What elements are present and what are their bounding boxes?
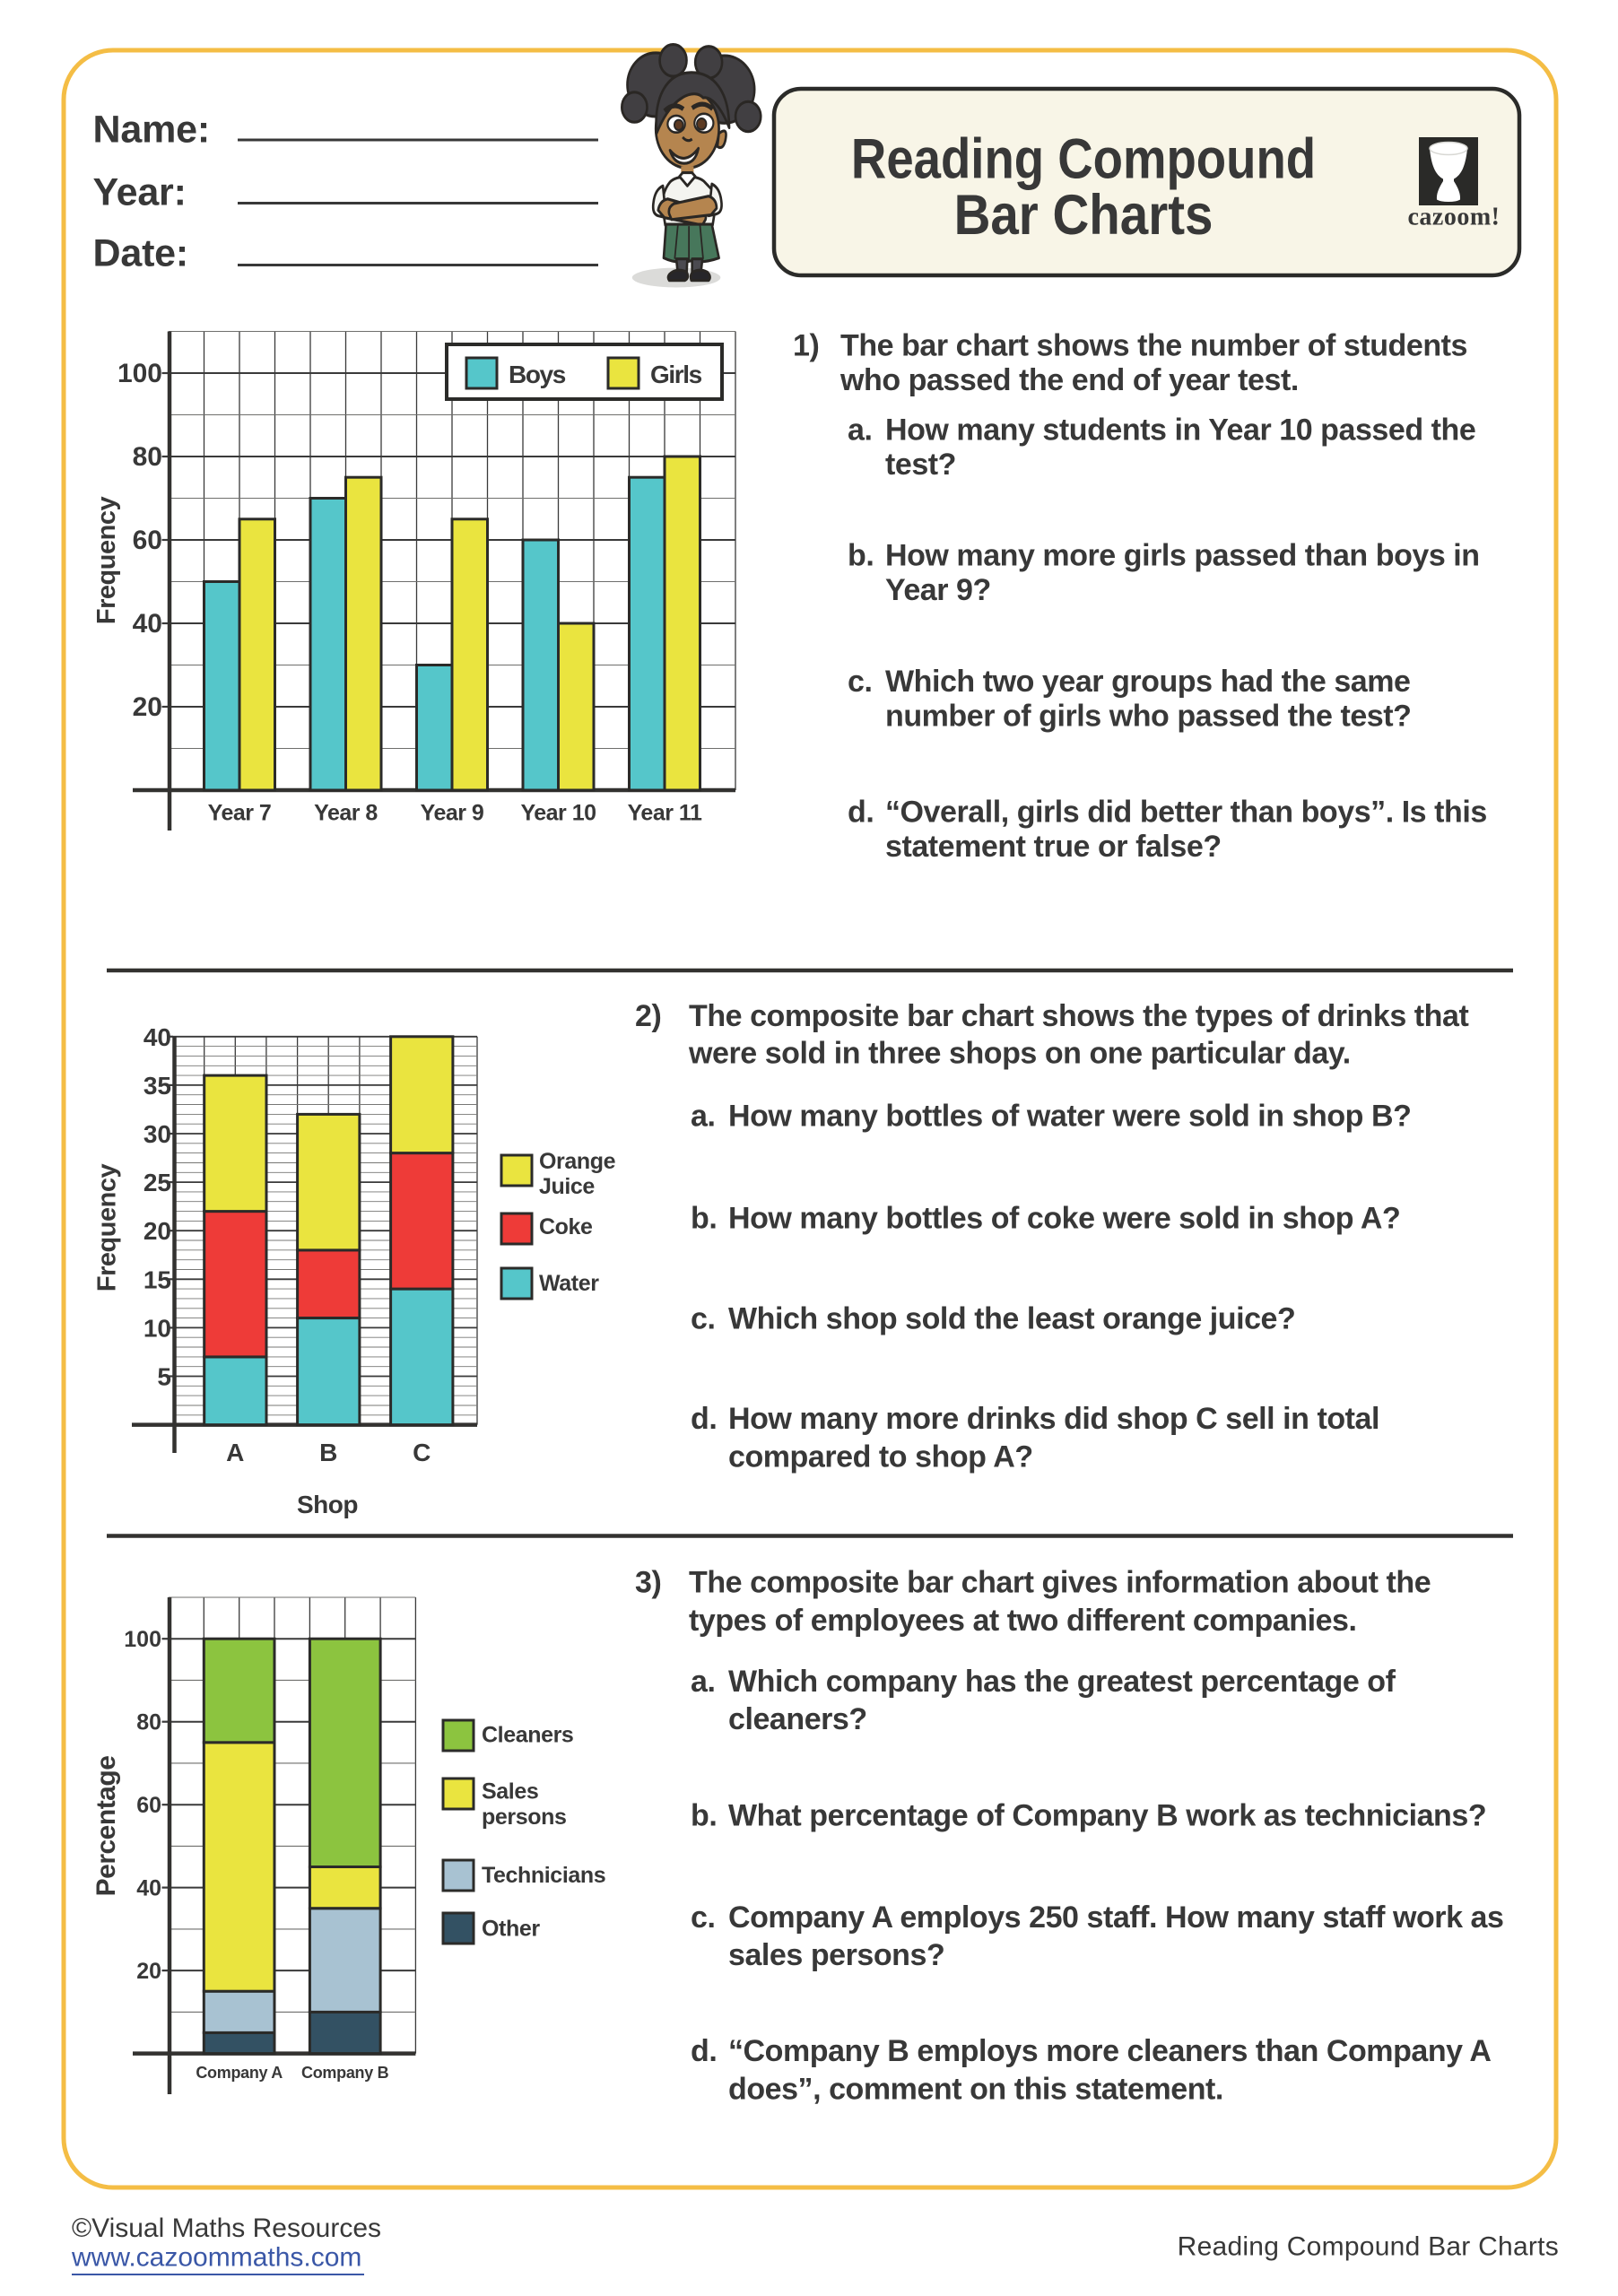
svg-text:who passed the end of year tes: who passed the end of year test. — [839, 363, 1299, 397]
svg-text:Company A employs 250 staff. H: Company A employs 250 staff. How many st… — [728, 1900, 1503, 1935]
svg-text:20: 20 — [133, 692, 162, 722]
svg-text:cazoom!: cazoom! — [1407, 204, 1500, 231]
svg-text:Year 9?: Year 9? — [885, 573, 991, 607]
svg-text:Juice: Juice — [539, 1174, 595, 1199]
svg-text:statement true or false?: statement true or false? — [885, 830, 1222, 864]
svg-text:Frequency: Frequency — [92, 497, 121, 625]
svg-text:cleaners?: cleaners? — [728, 1702, 867, 1736]
svg-text:Reading Compound Bar Charts: Reading Compound Bar Charts — [1178, 2232, 1559, 2262]
svg-text:“Company B employs more cleane: “Company B employs more cleaners than Co… — [728, 2034, 1491, 2068]
svg-text:b.: b. — [691, 1798, 717, 1832]
svg-text:Orange: Orange — [539, 1149, 616, 1174]
svg-text:Boys: Boys — [509, 361, 566, 388]
svg-text:100: 100 — [117, 359, 162, 388]
svg-text:Other: Other — [482, 1917, 540, 1942]
svg-text:How many students in Year 10 p: How many students in Year 10 passed the — [885, 413, 1475, 447]
svg-text:Which company has the greatest: Which company has the greatest percentag… — [728, 1665, 1396, 1699]
svg-text:40: 40 — [136, 1876, 161, 1901]
svg-text:“Overall, girls did better tha: “Overall, girls did better than boys”. I… — [885, 796, 1487, 830]
svg-text:Which shop sold the least oran: Which shop sold the least orange juice? — [728, 1302, 1295, 1336]
svg-text:How many more girls passed tha: How many more girls passed than boys in — [885, 539, 1480, 573]
svg-text:d.: d. — [691, 1402, 717, 1436]
svg-text:Year 8: Year 8 — [314, 800, 378, 825]
svg-text:www.cazoommaths.com: www.cazoommaths.com — [71, 2243, 361, 2273]
svg-text:A: A — [226, 1439, 244, 1466]
svg-text:Year 10: Year 10 — [520, 800, 596, 825]
svg-text:B: B — [319, 1439, 337, 1466]
svg-text:80: 80 — [136, 1710, 161, 1735]
svg-text:3): 3) — [635, 1566, 661, 1600]
svg-text:compared to shop A?: compared to shop A? — [728, 1439, 1033, 1474]
svg-text:Bar Charts: Bar Charts — [954, 183, 1214, 247]
svg-text:Sales: Sales — [482, 1779, 538, 1805]
svg-text:1): 1) — [793, 329, 819, 363]
svg-text:C: C — [413, 1439, 431, 1466]
svg-text:Frequency: Frequency — [93, 1164, 122, 1292]
svg-text:Date:: Date: — [93, 232, 189, 275]
svg-text:Girls: Girls — [650, 361, 702, 388]
svg-text:Name:: Name: — [93, 108, 210, 151]
svg-text:d.: d. — [691, 2034, 717, 2068]
svg-text:Year:: Year: — [93, 171, 187, 214]
svg-text:were sold in three shops on on: were sold in three shops on one particul… — [688, 1037, 1351, 1071]
svg-text:The composite bar chart shows: The composite bar chart shows the types … — [689, 999, 1468, 1033]
svg-text:60: 60 — [133, 526, 162, 555]
svg-text:b.: b. — [848, 539, 874, 573]
svg-text:How many bottles of water were: How many bottles of water were sold in s… — [728, 1100, 1411, 1134]
svg-text:80: 80 — [133, 442, 162, 472]
svg-text:35: 35 — [144, 1072, 171, 1100]
svg-text:15: 15 — [144, 1265, 171, 1293]
svg-text:Which two year groups had the: Which two year groups had the same — [885, 665, 1410, 699]
svg-text:Technicians: Technicians — [482, 1863, 605, 1888]
svg-text:40: 40 — [133, 609, 162, 639]
svg-text:a.: a. — [848, 413, 872, 447]
svg-text:100: 100 — [124, 1627, 161, 1652]
svg-text:The composite bar chart gives: The composite bar chart gives informatio… — [689, 1566, 1431, 1600]
svg-text:a.: a. — [691, 1665, 715, 1699]
svg-text:persons: persons — [482, 1805, 566, 1830]
svg-text:test?: test? — [885, 448, 956, 482]
svg-text:c.: c. — [848, 665, 872, 699]
svg-text:Year 11: Year 11 — [628, 800, 702, 825]
svg-text:2): 2) — [635, 999, 661, 1033]
svg-text:10: 10 — [144, 1314, 171, 1342]
svg-text:Company A: Company A — [196, 2064, 283, 2082]
svg-text:5: 5 — [157, 1363, 171, 1391]
svg-text:30: 30 — [144, 1120, 171, 1148]
svg-text:Year 7: Year 7 — [208, 800, 272, 825]
svg-text:Cleaners: Cleaners — [482, 1722, 573, 1747]
svg-text:sales persons?: sales persons? — [728, 1938, 944, 1972]
svg-text:©Visual Maths Resources: ©Visual Maths Resources — [72, 2213, 381, 2243]
svg-text:How many bottles of coke were: How many bottles of coke were sold in sh… — [728, 1201, 1400, 1235]
svg-text:c.: c. — [691, 1900, 715, 1935]
svg-text:60: 60 — [136, 1793, 161, 1818]
svg-text:types of employees at two diff: types of employees at two different comp… — [689, 1604, 1356, 1638]
svg-text:25: 25 — [144, 1169, 171, 1196]
svg-text:Percentage: Percentage — [91, 1756, 121, 1897]
svg-text:does”, comment on this stateme: does”, comment on this statement. — [728, 2072, 1223, 2106]
svg-text:Shop: Shop — [297, 1491, 358, 1518]
svg-text:What percentage of Company B w: What percentage of Company B work as tec… — [728, 1798, 1486, 1832]
svg-text:40: 40 — [144, 1023, 171, 1051]
svg-text:b.: b. — [691, 1201, 717, 1235]
svg-text:c.: c. — [691, 1302, 715, 1336]
svg-text:a.: a. — [691, 1100, 715, 1134]
svg-text:Year 9: Year 9 — [421, 800, 484, 825]
svg-text:The bar chart shows the number: The bar chart shows the number of studen… — [840, 329, 1467, 363]
svg-text:d.: d. — [848, 796, 874, 830]
svg-text:20: 20 — [144, 1217, 171, 1245]
svg-text:Water: Water — [539, 1271, 599, 1296]
svg-text:20: 20 — [136, 1959, 161, 1984]
svg-text:Reading Compound: Reading Compound — [851, 128, 1316, 190]
svg-text:Coke: Coke — [539, 1214, 593, 1239]
svg-text:Company B: Company B — [301, 2064, 389, 2082]
svg-text:number of girls who passed the: number of girls who passed the test? — [885, 699, 1411, 733]
svg-text:How many more drinks did shop: How many more drinks did shop C sell in … — [728, 1402, 1379, 1436]
